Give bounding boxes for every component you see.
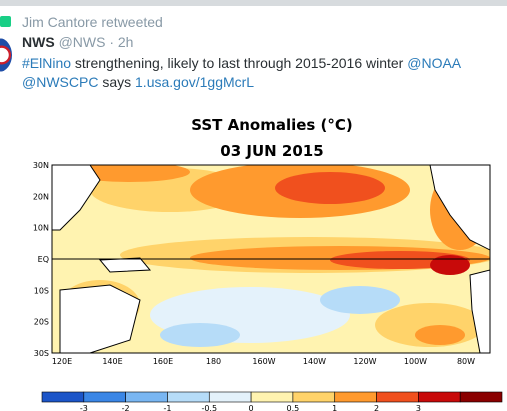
colorbar-label: -0.5 bbox=[201, 404, 217, 411]
colorbar-swatch bbox=[292, 391, 336, 403]
lat-label: 30N bbox=[33, 161, 49, 170]
sst-field bbox=[52, 165, 490, 353]
tweet-header: NWS @NWS · 2h bbox=[22, 34, 133, 50]
lat-label: 20N bbox=[33, 192, 49, 201]
colorbar-label: -1 bbox=[163, 404, 171, 411]
map-frame bbox=[51, 164, 491, 354]
lon-label: 160W bbox=[252, 357, 275, 366]
lon-label: 80W bbox=[457, 357, 475, 366]
colorbar-swatch bbox=[376, 391, 419, 403]
separator: · bbox=[105, 34, 118, 50]
latitude-labels: 30N 20N 10N EQ 10S 20S 30S bbox=[33, 161, 49, 358]
mention-nwscpc[interactable]: @NWSCPC bbox=[22, 74, 99, 90]
retweet-icon bbox=[0, 16, 11, 27]
map-date: 03 JUN 2015 bbox=[220, 142, 323, 160]
lat-label: EQ bbox=[38, 255, 49, 264]
colorbar: -3 -2 -1 -0.5 0 0.5 1 2 3 bbox=[41, 391, 503, 411]
colorbar-label: 2 bbox=[374, 404, 379, 411]
colorbar-swatch bbox=[334, 391, 377, 403]
author-name[interactable]: NWS bbox=[22, 34, 55, 50]
lon-label: 120W bbox=[353, 357, 376, 366]
hashtag-link[interactable]: #ElNino bbox=[22, 55, 72, 71]
colorbar-label: -2 bbox=[122, 404, 130, 411]
tweet-text: #ElNino strengthening, likely to last th… bbox=[22, 54, 502, 92]
top-border bbox=[0, 0, 507, 6]
lat-label: 10N bbox=[33, 224, 49, 233]
sst-map-image[interactable]: SST Anomalies (°C) 03 JUN 2015 30N 20N 10N… bbox=[0, 100, 507, 411]
colorbar-label: 1 bbox=[332, 404, 337, 411]
colorbar-swatch bbox=[418, 391, 461, 403]
lon-label: 180 bbox=[206, 357, 221, 366]
map-title: SST Anomalies (°C) bbox=[191, 116, 353, 134]
lon-label: 140E bbox=[102, 357, 122, 366]
colorbar-swatch bbox=[250, 391, 294, 403]
colorbar-label: 0.5 bbox=[287, 404, 300, 411]
lon-label: 160E bbox=[153, 357, 173, 366]
lon-label: 100W bbox=[404, 357, 427, 366]
lon-label: 120E bbox=[52, 357, 72, 366]
colorbar-swatch bbox=[41, 391, 85, 403]
colorbar-label: -3 bbox=[80, 404, 88, 411]
lat-label: 10S bbox=[34, 286, 49, 295]
lon-label: 140W bbox=[303, 357, 326, 366]
colorbar-swatch bbox=[208, 391, 252, 403]
colorbar-swatch bbox=[125, 391, 168, 403]
tweet-body: strengthening, likely to last through 20… bbox=[71, 55, 408, 71]
avatar[interactable] bbox=[0, 38, 12, 72]
lat-label: 20S bbox=[34, 318, 49, 327]
colorbar-swatch bbox=[459, 391, 503, 403]
colorbar-swatch bbox=[167, 391, 210, 403]
lat-label: 30S bbox=[34, 349, 49, 358]
tweet-says: says bbox=[98, 74, 136, 90]
longitude-labels: 120E 140E 160E 180 160W 140W 120W 100W 80W bbox=[52, 357, 475, 366]
author-handle[interactable]: @NWS bbox=[58, 34, 106, 50]
retweet-label[interactable]: Jim Cantore retweeted bbox=[22, 14, 163, 30]
mention-noaa[interactable]: @NOAA bbox=[407, 55, 462, 71]
colorbar-label: 3 bbox=[416, 404, 421, 411]
tweet-time[interactable]: 2h bbox=[117, 34, 134, 50]
tweet-url-link[interactable]: 1.usa.gov/1ggMcrL bbox=[135, 74, 255, 90]
colorbar-swatch bbox=[83, 391, 126, 403]
colorbar-label: 0 bbox=[249, 404, 254, 411]
